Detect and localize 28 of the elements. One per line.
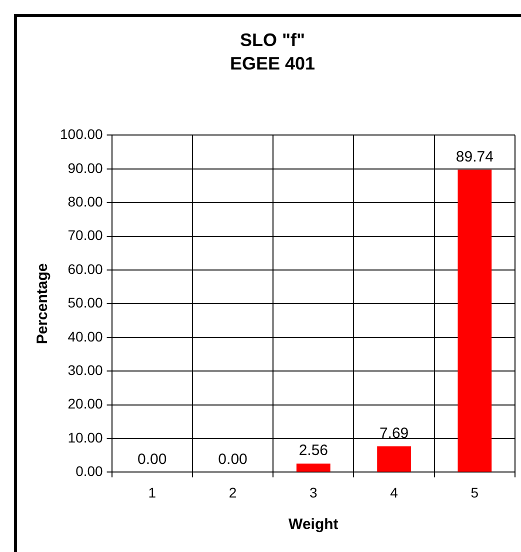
y-tick-label: 80.00	[68, 193, 104, 210]
x-tick-label: 4	[390, 484, 398, 500]
data-label: 0.00	[218, 450, 248, 468]
x-tick-label: 3	[310, 484, 318, 500]
y-tick-label: 100.00	[60, 126, 104, 142]
y-tick-label: 40.00	[68, 328, 104, 344]
data-label: 7.69	[379, 424, 409, 442]
x-tick-label: 1	[148, 484, 156, 500]
bar	[377, 446, 411, 472]
y-tick-label: 0.00	[76, 463, 104, 480]
x-tick-label: 2	[228, 484, 237, 500]
y-axis-title: Percentage	[34, 263, 52, 344]
data-label: 89.74	[456, 148, 494, 166]
chart-subtitle: EGEE 401	[230, 53, 316, 74]
bar	[296, 464, 330, 472]
y-tick-label: 70.00	[68, 227, 104, 244]
y-tick-label: 10.00	[68, 429, 104, 446]
y-tick-label: 90.00	[68, 160, 104, 176]
y-tick-label: 30.00	[68, 362, 104, 378]
y-tick-label: 20.00	[68, 396, 104, 412]
x-tick-label: 5	[470, 484, 479, 500]
x-axis-title: Weight	[288, 516, 338, 534]
data-label: 0.00	[138, 450, 167, 468]
y-tick-label: 60.00	[68, 260, 104, 277]
data-label: 2.56	[298, 442, 328, 460]
chart-title: SLO "f"	[240, 30, 306, 50]
y-tick-label: 50.00	[68, 294, 104, 311]
bar	[458, 170, 492, 472]
